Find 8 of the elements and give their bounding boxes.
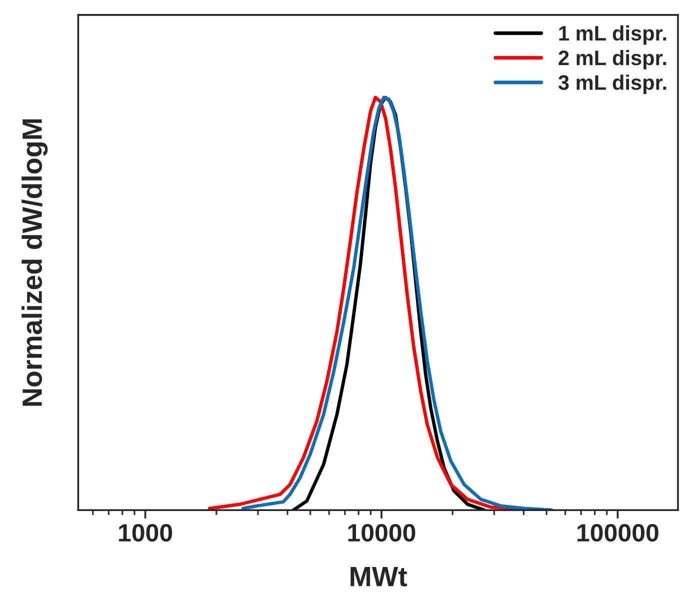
- y-axis-title: Normalized dW/dlogM: [22, 119, 48, 406]
- legend-label: 2 mL dispr.: [558, 50, 666, 70]
- x-axis-title: MWt: [350, 567, 408, 586]
- x-tick-label: 10000: [348, 524, 416, 542]
- legend-label: 1 mL dispr.: [559, 25, 666, 45]
- x-tick-label: 100000: [578, 524, 658, 542]
- legend-label: 3 mL dispr.: [558, 74, 666, 94]
- x-tick-label: 1000: [119, 524, 172, 542]
